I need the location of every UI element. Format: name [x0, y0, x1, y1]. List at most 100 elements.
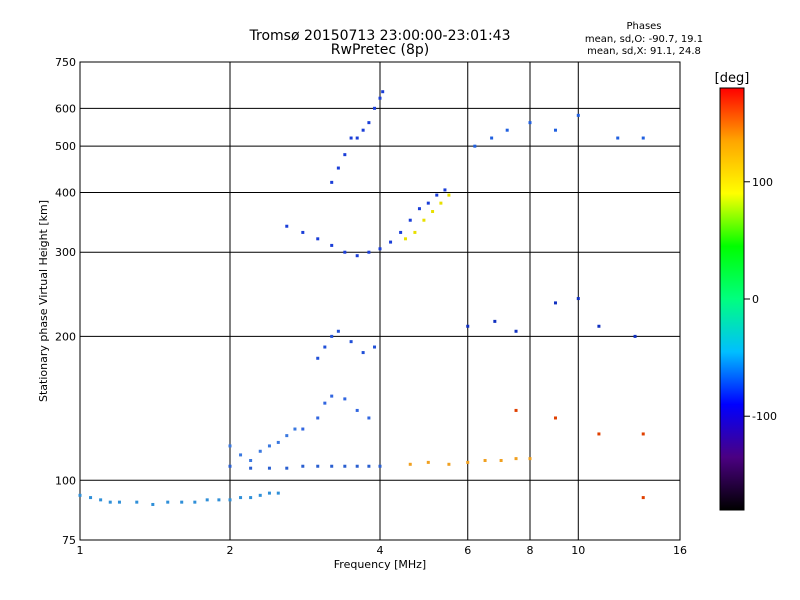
data-point — [505, 128, 509, 132]
data-point — [597, 432, 601, 436]
data-point — [355, 408, 359, 412]
x-tick-label: 2 — [227, 544, 234, 557]
data-point — [217, 498, 221, 502]
data-point — [514, 457, 518, 461]
data-point — [378, 96, 382, 100]
data-point — [180, 500, 184, 504]
data-point — [399, 230, 403, 234]
data-point — [361, 128, 365, 132]
data-point — [323, 345, 327, 349]
data-point — [633, 334, 637, 338]
grid-lines — [80, 62, 680, 540]
data-point — [493, 319, 497, 323]
data-point — [389, 240, 393, 244]
x-tick-label: 8 — [527, 544, 534, 557]
data-point — [528, 457, 532, 461]
data-point — [258, 493, 262, 497]
data-point — [408, 218, 412, 222]
data-point — [367, 416, 371, 420]
data-point — [641, 136, 645, 140]
data-point — [576, 113, 580, 117]
colorbar-tick-label: -100 — [752, 410, 777, 423]
data-point — [435, 193, 439, 197]
x-tick-label: 4 — [377, 544, 384, 557]
data-point — [466, 460, 470, 464]
data-points — [78, 90, 645, 506]
y-tick-label: 500 — [55, 140, 76, 153]
y-axis-ticks: 75 100 200 300 400 500 600 750 — [55, 56, 76, 547]
data-point — [343, 153, 347, 157]
data-point — [316, 237, 320, 241]
colorbar-tick-label: 0 — [752, 293, 759, 306]
data-point — [426, 460, 430, 464]
data-point — [367, 250, 371, 254]
chart-title: Tromsø 20150713 23:00:00-23:01:43 — [249, 28, 511, 44]
data-point — [205, 498, 209, 502]
data-point — [355, 136, 359, 140]
data-point — [330, 180, 334, 184]
data-point — [514, 408, 518, 412]
data-point — [528, 121, 532, 125]
x-tick-label: 1 — [77, 544, 84, 557]
data-point — [378, 247, 382, 251]
data-point — [355, 254, 359, 258]
data-point — [228, 444, 232, 448]
data-point — [99, 498, 103, 502]
data-point — [330, 334, 334, 338]
data-point — [576, 297, 580, 301]
colorbar-ticks: 100 0 -100 — [744, 176, 777, 423]
data-point — [361, 351, 365, 355]
data-point — [367, 464, 371, 468]
data-point — [239, 453, 243, 457]
data-point — [381, 90, 385, 94]
data-point — [373, 106, 377, 110]
y-tick-label: 750 — [55, 56, 76, 69]
data-point — [422, 218, 426, 222]
data-point — [316, 356, 320, 360]
data-point — [316, 416, 320, 420]
y-tick-label: 400 — [55, 186, 76, 199]
data-point — [285, 224, 289, 228]
colorbar-label: [deg] — [715, 71, 750, 86]
data-point — [78, 493, 82, 497]
x-axis-ticks: 1 2 4 6 8 10 16 — [77, 544, 688, 557]
data-point — [490, 136, 494, 140]
data-point — [553, 128, 557, 132]
data-point — [483, 458, 487, 462]
data-point — [336, 166, 340, 170]
data-point — [301, 427, 305, 431]
y-axis-label: Stationary phase Virtual Height [km] — [37, 200, 50, 402]
data-point — [285, 466, 289, 470]
data-point — [355, 464, 359, 468]
data-point — [301, 230, 305, 234]
data-point — [89, 496, 93, 500]
x-axis-label: Frequency [MHz] — [334, 558, 426, 571]
data-point — [343, 464, 347, 468]
data-point — [349, 340, 353, 344]
data-point — [473, 144, 477, 148]
x-tick-label: 6 — [464, 544, 471, 557]
data-point — [228, 498, 232, 502]
data-point — [117, 500, 121, 504]
data-point — [373, 345, 377, 349]
data-point — [330, 243, 334, 247]
data-point — [343, 397, 347, 401]
data-point — [336, 329, 340, 333]
colorbar-tick-label: 100 — [752, 176, 773, 189]
data-point — [166, 500, 170, 504]
y-tick-label: 100 — [55, 474, 76, 487]
y-tick-label: 75 — [62, 534, 76, 547]
data-point — [276, 491, 280, 495]
y-tick-label: 600 — [55, 102, 76, 115]
x-tick-label: 16 — [673, 544, 687, 557]
data-point — [267, 466, 271, 470]
data-point — [499, 458, 503, 462]
data-point — [228, 464, 232, 468]
data-point — [447, 193, 451, 197]
colorbar — [719, 87, 745, 511]
data-point — [293, 427, 297, 431]
data-point — [276, 440, 280, 444]
stats-o-line: mean, sd,O: -90.7, 19.1 — [585, 34, 703, 45]
data-point — [323, 401, 327, 405]
